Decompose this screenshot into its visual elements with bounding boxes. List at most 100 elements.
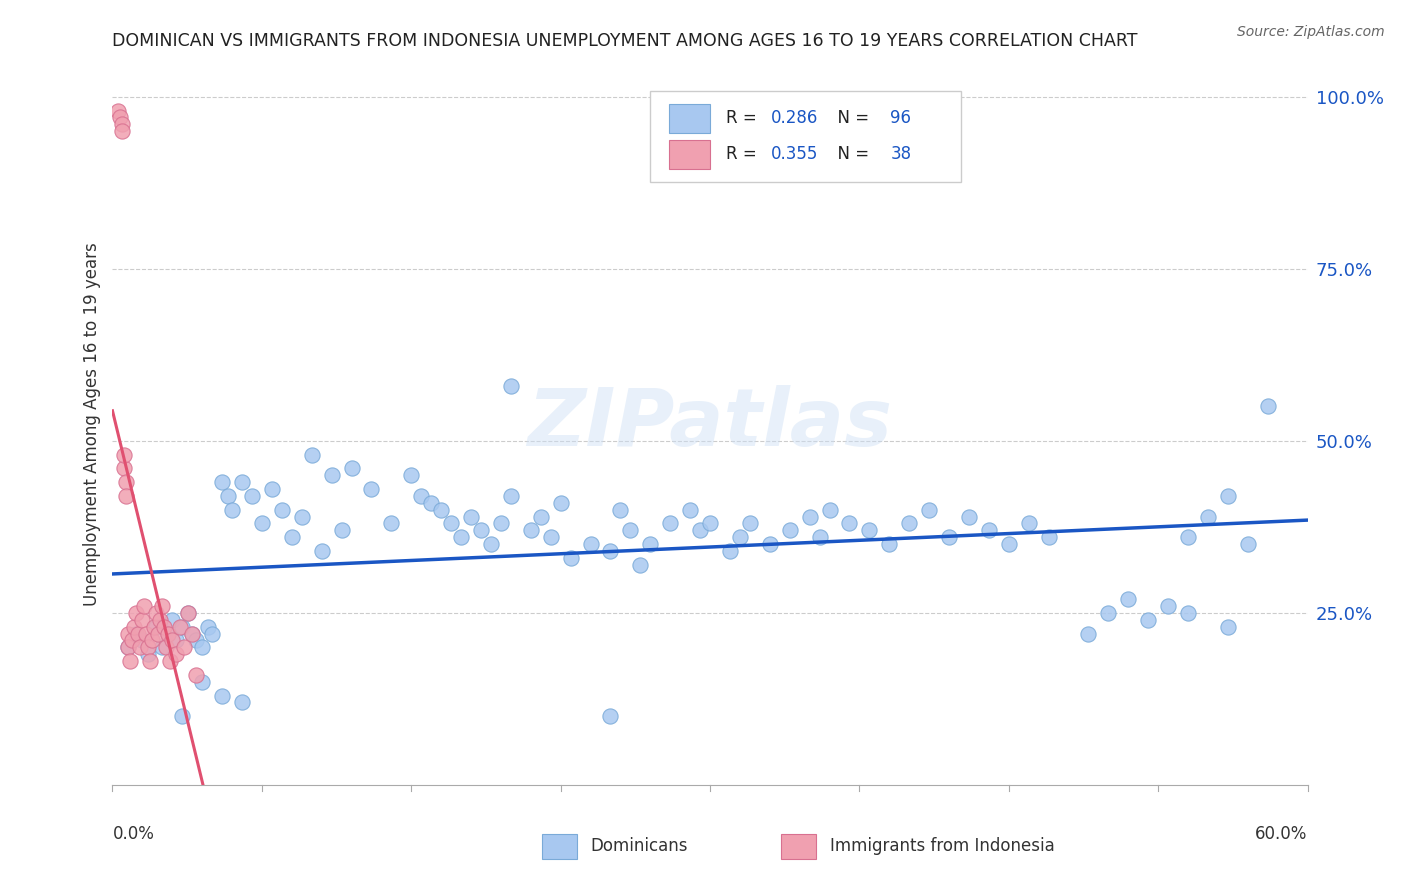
Point — [1177, 530, 1199, 544]
Point — [321, 468, 343, 483]
Point — [640, 537, 662, 551]
FancyBboxPatch shape — [780, 834, 817, 859]
Point — [157, 626, 180, 640]
Point — [181, 626, 204, 640]
Point — [401, 468, 423, 483]
Point — [699, 516, 721, 531]
Point — [609, 502, 631, 516]
Point — [141, 633, 163, 648]
Point — [1216, 620, 1239, 634]
Point — [380, 516, 402, 531]
FancyBboxPatch shape — [669, 103, 710, 133]
Point — [1257, 400, 1279, 414]
Text: ZIPatlas: ZIPatlas — [527, 384, 893, 463]
Point — [718, 544, 741, 558]
Point — [173, 640, 195, 655]
Point — [120, 654, 142, 668]
Point — [679, 502, 702, 516]
Point — [165, 633, 187, 648]
Point — [977, 524, 1000, 538]
Point — [1038, 530, 1060, 544]
Point — [1118, 592, 1140, 607]
Point — [131, 613, 153, 627]
Point — [1097, 606, 1119, 620]
Point — [291, 509, 314, 524]
Point — [470, 524, 492, 538]
Point — [240, 489, 263, 503]
Text: Source: ZipAtlas.com: Source: ZipAtlas.com — [1237, 25, 1385, 39]
Point — [330, 524, 353, 538]
Point — [619, 524, 641, 538]
Point — [169, 620, 191, 634]
Point — [217, 489, 239, 503]
Point — [221, 502, 243, 516]
Point — [201, 626, 224, 640]
Point — [440, 516, 463, 531]
Text: R =: R = — [725, 109, 762, 127]
Point — [898, 516, 921, 531]
Point — [157, 626, 180, 640]
Point — [918, 502, 941, 516]
Point — [1197, 509, 1219, 524]
Point — [411, 489, 433, 503]
Point — [211, 475, 233, 490]
Point — [191, 640, 214, 655]
Point — [808, 530, 831, 544]
FancyBboxPatch shape — [651, 91, 962, 182]
Point — [111, 124, 134, 138]
Point — [1177, 606, 1199, 620]
Point — [135, 626, 157, 640]
Y-axis label: Unemployment Among Ages 16 to 19 years: Unemployment Among Ages 16 to 19 years — [83, 242, 101, 606]
Point — [117, 640, 139, 655]
Point — [938, 530, 960, 544]
Point — [145, 620, 167, 634]
Point — [231, 475, 253, 490]
Point — [540, 530, 562, 544]
Point — [125, 626, 148, 640]
Point — [117, 626, 139, 640]
Point — [231, 695, 253, 709]
Point — [121, 633, 143, 648]
Point — [107, 103, 129, 118]
Point — [172, 709, 194, 723]
Point — [162, 633, 183, 648]
Point — [150, 640, 173, 655]
Point — [172, 620, 194, 634]
Point — [143, 620, 166, 634]
Point — [499, 379, 522, 393]
Point — [260, 482, 283, 496]
Point — [460, 509, 482, 524]
Point — [489, 516, 512, 531]
Point — [155, 640, 177, 655]
Point — [139, 654, 162, 668]
Point — [689, 524, 711, 538]
Point — [479, 537, 502, 551]
Point — [1237, 537, 1260, 551]
Point — [728, 530, 751, 544]
Point — [125, 606, 148, 620]
Point — [998, 537, 1021, 551]
Point — [124, 620, 146, 634]
Point — [149, 613, 172, 627]
Point — [818, 502, 841, 516]
Text: 0.286: 0.286 — [770, 109, 818, 127]
Text: Immigrants from Indonesia: Immigrants from Indonesia — [830, 838, 1054, 855]
Text: 0.0%: 0.0% — [112, 825, 155, 843]
Point — [162, 613, 183, 627]
Point — [858, 524, 880, 538]
Point — [117, 640, 139, 655]
Point — [450, 530, 472, 544]
Text: N =: N = — [827, 145, 875, 163]
Point — [186, 668, 208, 682]
Point — [115, 475, 138, 490]
Point — [550, 496, 572, 510]
Point — [129, 640, 152, 655]
Text: 60.0%: 60.0% — [1256, 825, 1308, 843]
Point — [145, 606, 167, 620]
Point — [879, 537, 901, 551]
Text: N =: N = — [827, 109, 875, 127]
Point — [281, 530, 304, 544]
Point — [628, 558, 651, 572]
Point — [520, 524, 543, 538]
Point — [1077, 626, 1099, 640]
